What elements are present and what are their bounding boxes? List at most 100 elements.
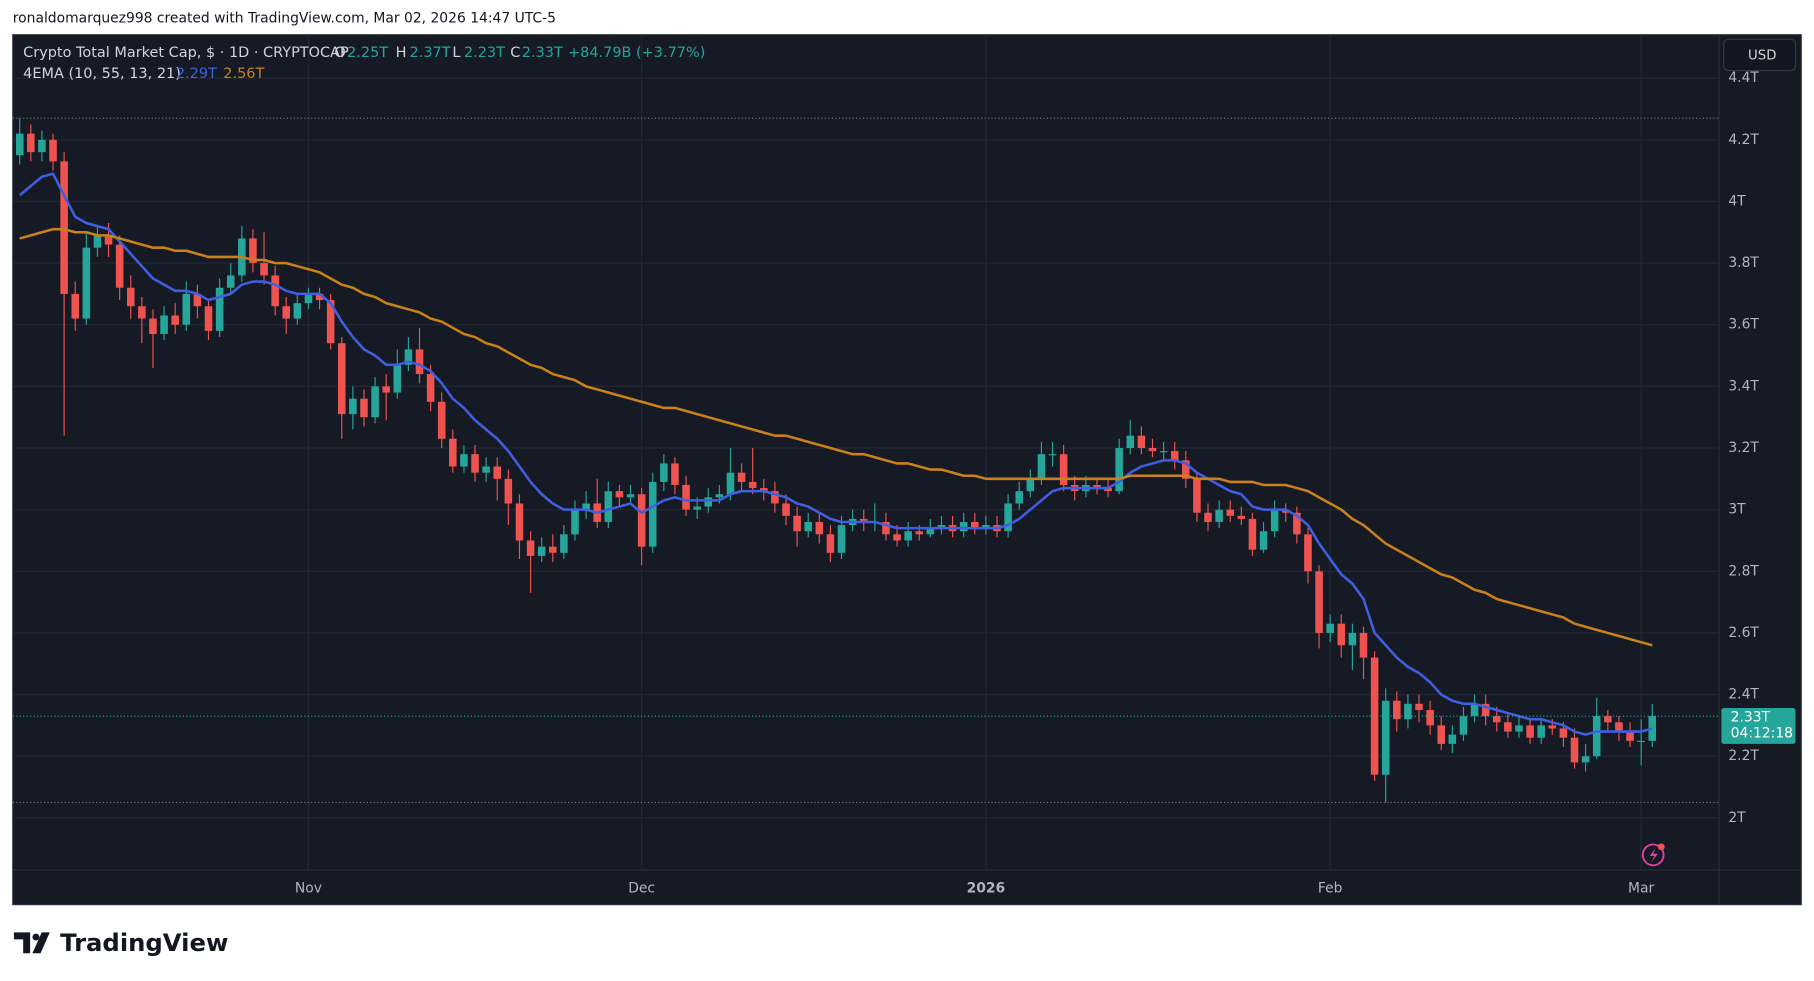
candle-body <box>682 484 690 510</box>
candle-body <box>959 521 968 532</box>
y-tick-label: 3.4T <box>1728 378 1759 394</box>
candle-body <box>115 244 124 288</box>
candle-body <box>1537 725 1545 738</box>
candle-body <box>1426 709 1434 726</box>
candle-body <box>882 521 890 535</box>
candle-body <box>215 287 224 331</box>
indicator-value: 2.29T <box>176 66 217 82</box>
candle-body <box>660 463 668 482</box>
candle-body <box>482 466 490 473</box>
candle-body <box>449 438 457 467</box>
candle-body <box>1381 700 1390 775</box>
candle-body <box>1548 725 1557 729</box>
candle-body <box>1604 716 1612 723</box>
candle-body <box>604 491 613 522</box>
candle-body <box>1448 734 1457 744</box>
candle-body <box>1148 448 1157 452</box>
candle-body <box>315 293 324 301</box>
candle-body <box>1559 728 1568 738</box>
candle-body <box>1581 756 1590 763</box>
plot <box>12 118 1720 803</box>
candle-body <box>326 300 335 344</box>
candle-body <box>260 263 268 276</box>
candle-body <box>1159 451 1168 453</box>
candle-body <box>1237 515 1246 519</box>
candle-body <box>1504 722 1512 732</box>
candle-body <box>1037 454 1046 479</box>
candle-body <box>1093 484 1101 489</box>
ohlc-key: L <box>452 45 460 61</box>
y-tick-label: 4.4T <box>1728 70 1759 86</box>
y-tick-label: 3T <box>1728 502 1746 518</box>
candle-body <box>1415 703 1423 710</box>
countdown-label: 04:12:18 <box>1731 726 1793 742</box>
candle-body <box>60 161 68 294</box>
candle-body <box>726 472 735 495</box>
candle-body <box>38 139 46 153</box>
candle-body <box>337 343 346 415</box>
candle-body <box>537 546 546 556</box>
indicator-name: 4EMA (10, 55, 13, 21) <box>23 66 181 82</box>
alert-icon[interactable] <box>1641 843 1665 867</box>
y-tick-label: 4T <box>1728 193 1746 209</box>
brand-name: TradingView <box>60 928 228 957</box>
candle-body <box>971 521 979 529</box>
candle-body <box>1048 454 1057 456</box>
header-text: ronaldomarquez998 created with TradingVi… <box>13 11 556 27</box>
ohlc-key: O <box>334 45 345 61</box>
candle-body <box>82 247 91 319</box>
candle-body <box>1481 703 1490 717</box>
candle-body <box>1492 716 1501 723</box>
candle-body <box>793 515 801 532</box>
candle-body <box>1193 478 1201 513</box>
candle-body <box>204 306 213 331</box>
brand-logo: TradingView <box>13 928 228 957</box>
candle-body <box>193 293 202 307</box>
candle-body <box>437 401 446 439</box>
candle-body <box>415 349 424 375</box>
candle-body <box>1393 700 1401 720</box>
candle-body <box>1304 534 1312 572</box>
last-price-tag <box>1721 708 1796 744</box>
candle-body <box>815 521 824 535</box>
candle-body <box>982 525 990 529</box>
candle-body <box>360 398 368 418</box>
candle-body <box>1170 451 1179 461</box>
candle-body <box>393 364 402 393</box>
candle-body <box>526 540 535 556</box>
candle-body <box>837 525 846 553</box>
x-tick-label: 2026 <box>967 880 1006 896</box>
change-label: +84.79B (+3.77%) <box>568 45 705 61</box>
candle-body <box>804 521 812 532</box>
currency-label[interactable]: USD <box>1748 49 1776 64</box>
candle-body <box>637 494 646 547</box>
candle-body <box>1326 623 1334 633</box>
candle-body <box>515 503 524 541</box>
candle-body <box>138 306 146 319</box>
y-tick-label: 4.2T <box>1728 132 1759 148</box>
candle-body <box>1259 531 1268 550</box>
y-tick-label: 3.8T <box>1728 255 1759 271</box>
axes: 2T 2.2T 2.4T 2.6T 2.8T 3T 3.2T 3.4T 3.6T 3.8T 4T 4.… <box>295 70 1796 896</box>
candle-body <box>1404 703 1412 720</box>
candle-body <box>904 531 912 541</box>
candle-body <box>771 491 779 504</box>
candle-body <box>1004 503 1012 532</box>
candle-body <box>1637 740 1645 742</box>
candle-body <box>1459 716 1468 735</box>
candle-body <box>1215 509 1223 522</box>
candle-body <box>349 398 357 415</box>
candle-body <box>471 454 479 473</box>
candle-body <box>27 133 35 153</box>
candle-body <box>49 139 57 162</box>
ohlc-value: 2.23T <box>464 45 505 61</box>
candle-body <box>1437 725 1446 744</box>
candle-body <box>71 293 80 319</box>
candle-body <box>271 275 279 307</box>
currency-button[interactable] <box>1723 38 1797 72</box>
legend: Crypto Total Market Cap, $ · 1D · CRYPTO… <box>23 45 705 82</box>
ohlc-key: H <box>396 45 407 61</box>
candle-body <box>571 509 579 535</box>
